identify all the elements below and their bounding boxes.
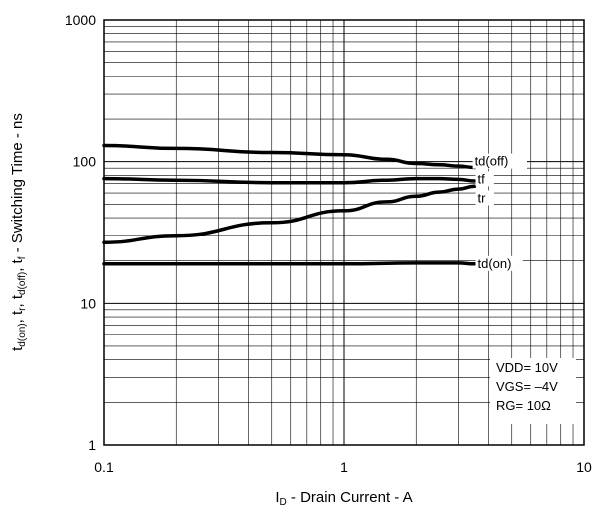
series-labels: td(off) tf tr td(on) <box>472 153 527 271</box>
series-label: td(off) <box>475 154 509 169</box>
annotation-text: VGS= –4V <box>496 379 558 394</box>
annotation-text: VDD= 10V <box>496 360 558 375</box>
x-axis-label: ID - Drain Current - A <box>275 489 412 508</box>
y-tick-label: 1000 <box>65 12 96 28</box>
series-lines <box>102 143 477 266</box>
condition-annotations: VDD= 10V VGS= –4V RG= 10Ω <box>490 358 576 424</box>
y-tick-label: 10 <box>80 295 96 311</box>
tick-labels: 0.1 1 10 1 10 100 1000 <box>65 12 592 475</box>
plot-frame <box>103 19 585 446</box>
x-tick-label: 0.1 <box>94 459 114 475</box>
x-tick-label: 10 <box>576 459 592 475</box>
series-label: tf <box>478 171 486 186</box>
series-line-td-off <box>102 143 477 170</box>
y-tick-label: 100 <box>73 154 97 170</box>
series-label-background <box>475 190 494 206</box>
annotation-text: RG= 10Ω <box>496 398 551 413</box>
series-label-background <box>475 171 494 187</box>
series-line-tr <box>102 184 477 244</box>
series-label-background <box>475 255 523 271</box>
series-label: td(on) <box>478 256 512 271</box>
x-tick-label: 1 <box>340 459 348 475</box>
series-label: tr <box>478 190 487 205</box>
annotation-background <box>490 358 576 424</box>
y-axis-label: td(on), tr, td(off), tf - Switching Time… <box>9 113 28 351</box>
series-line-tf <box>102 176 477 185</box>
y-tick-label: 1 <box>88 437 96 453</box>
series-label-background <box>472 153 527 169</box>
series-line-td-on <box>102 261 477 266</box>
